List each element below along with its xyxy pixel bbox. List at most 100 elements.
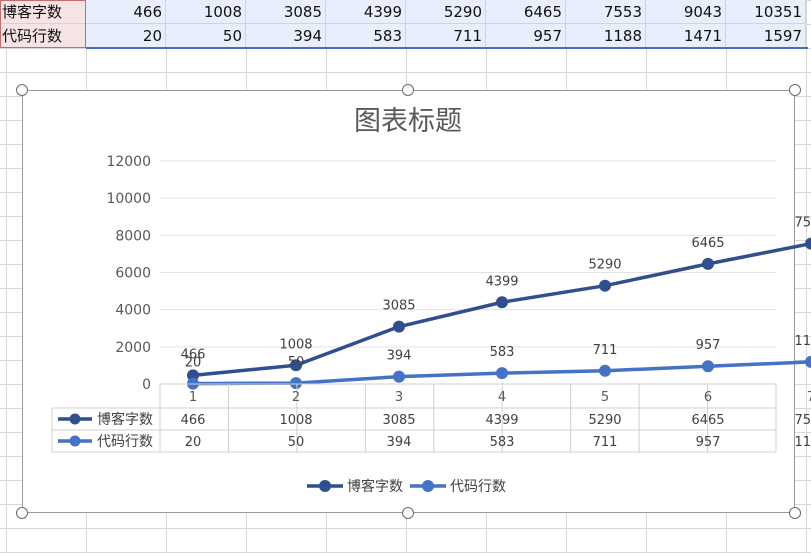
row-header-cell[interactable]: 博客字数 <box>0 0 86 24</box>
selection-range-border <box>86 47 808 49</box>
table-value: 4399 <box>485 413 518 428</box>
value-cell[interactable]: 466 <box>85 0 166 24</box>
value-cell[interactable]: 394 <box>245 23 326 48</box>
value-cell[interactable]: 50 <box>165 23 246 48</box>
row-header-cell[interactable]: 代码行数 <box>0 23 86 48</box>
table-legend-marker <box>69 413 81 425</box>
x-category-label: 7 <box>807 390 811 405</box>
data-label: 4399 <box>485 274 518 289</box>
value-cell[interactable]: 5290 <box>405 0 486 24</box>
table-value: 7553 <box>794 413 811 428</box>
chart-data-table: 123456789博客字数466100830854399529064657553… <box>51 383 811 453</box>
x-category-label: 2 <box>292 390 300 405</box>
value-cell[interactable]: 1597 <box>725 23 806 48</box>
table-value: 6465 <box>691 413 724 428</box>
value-cell[interactable]: 1188 <box>565 23 646 48</box>
y-tick-label: 2000 <box>115 340 151 356</box>
value-cell[interactable]: 711 <box>405 23 486 48</box>
data-cells-table[interactable]: 博客字数 466 1008 3085 4399 5290 6465 7553 9043 10351… <box>0 0 806 48</box>
data-point[interactable] <box>702 360 714 373</box>
x-category-label: 6 <box>704 390 712 405</box>
table-value: 5290 <box>588 413 621 428</box>
data-label: 7553 <box>794 216 811 231</box>
legend-entry[interactable]: 代码行数 <box>450 479 506 495</box>
data-point[interactable] <box>599 364 611 377</box>
y-tick-label: 8000 <box>115 228 151 244</box>
value-cell[interactable]: 20 <box>85 23 166 48</box>
data-point[interactable] <box>290 359 302 372</box>
series-lines <box>187 237 811 390</box>
value-cell[interactable]: 10351 <box>725 0 806 24</box>
gridlines <box>160 160 776 385</box>
data-point[interactable] <box>393 320 405 333</box>
value-cell[interactable]: 9043 <box>645 0 726 24</box>
value-cell[interactable]: 1008 <box>165 0 246 24</box>
y-tick-label: 10000 <box>106 191 151 207</box>
y-tick-label: 6000 <box>115 266 151 282</box>
data-label: 3085 <box>382 299 415 314</box>
table-value: 583 <box>490 435 515 450</box>
data-label: 1188 <box>794 334 811 349</box>
y-tick-label: 12000 <box>106 154 151 170</box>
data-label: 1008 <box>279 337 312 352</box>
legend-marker[interactable] <box>319 480 331 492</box>
table-value: 50 <box>288 435 305 450</box>
data-label: 466 <box>181 347 206 362</box>
data-label: 20 <box>185 356 202 371</box>
data-label: 394 <box>387 349 412 364</box>
resize-handle-top[interactable] <box>402 84 414 96</box>
data-point[interactable] <box>702 257 714 270</box>
data-point[interactable] <box>496 367 508 380</box>
table-value: 711 <box>593 435 618 450</box>
legend-marker[interactable] <box>422 480 434 492</box>
resize-handle-bottom[interactable] <box>402 507 414 519</box>
value-cell[interactable]: 1471 <box>645 23 726 48</box>
table-series-name: 代码行数 <box>97 434 153 450</box>
data-point[interactable] <box>599 279 611 292</box>
table-series-name: 博客字数 <box>97 411 153 428</box>
chart-legend[interactable]: 博客字数 代码行数 <box>307 478 506 495</box>
data-label: 711 <box>593 343 618 358</box>
y-tick-label: 4000 <box>115 303 151 319</box>
x-category-label: 4 <box>498 390 506 405</box>
y-tick-label: 0 <box>142 377 151 393</box>
data-point[interactable] <box>805 355 811 368</box>
legend-entry[interactable]: 博客字数 <box>347 478 403 495</box>
table-value: 1008 <box>279 413 312 428</box>
data-label: 5290 <box>588 258 621 273</box>
data-point[interactable] <box>805 237 811 250</box>
table-legend-marker <box>69 435 81 447</box>
x-category-label: 5 <box>601 390 609 405</box>
resize-handle-top-right[interactable] <box>789 84 801 96</box>
data-point[interactable] <box>290 377 302 390</box>
data-point[interactable] <box>496 296 508 309</box>
table-value: 957 <box>696 435 721 450</box>
table-value: 3085 <box>382 413 415 428</box>
data-point[interactable] <box>393 370 405 383</box>
data-label: 6465 <box>691 236 724 251</box>
value-cell[interactable]: 4399 <box>325 0 406 24</box>
value-cell[interactable]: 3085 <box>245 0 326 24</box>
resize-handle-bottom-left[interactable] <box>16 507 28 519</box>
sheet-row[interactable]: 代码行数 20 50 394 583 711 957 1188 1471 1597 <box>0 23 806 48</box>
resize-handle-bottom-right[interactable] <box>789 507 801 519</box>
table-value: 394 <box>387 435 412 450</box>
data-point[interactable] <box>187 369 199 382</box>
data-label: 957 <box>696 338 721 353</box>
sheet-row[interactable]: 博客字数 466 1008 3085 4399 5290 6465 7553 9043 10351 <box>0 0 806 24</box>
table-value: 466 <box>181 413 206 428</box>
table-value: 1188 <box>794 435 811 450</box>
x-category-label: 1 <box>189 390 197 405</box>
data-label: 50 <box>288 355 305 370</box>
resize-handle-top-left[interactable] <box>16 84 28 96</box>
data-label: 583 <box>490 345 515 360</box>
value-cell[interactable]: 7553 <box>565 0 646 24</box>
value-cell[interactable]: 583 <box>325 23 406 48</box>
data-labels: 4661008308543995290646575539043103512050… <box>181 216 811 371</box>
chart-title[interactable]: 图表标题 <box>354 106 462 137</box>
value-cell[interactable]: 6465 <box>485 0 566 24</box>
y-axis-ticks: 0 2000 4000 6000 8000 10000 12000 <box>106 154 151 393</box>
table-value: 20 <box>185 435 202 450</box>
value-cell[interactable]: 957 <box>485 23 566 48</box>
